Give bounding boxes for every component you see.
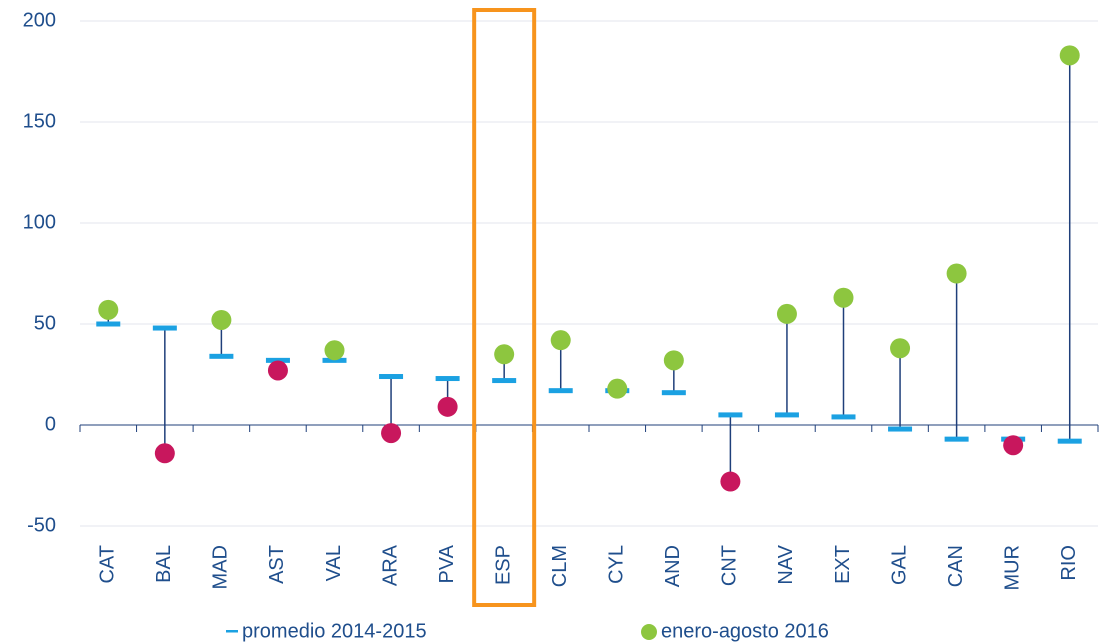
- legend-label: enero-agosto 2016: [661, 620, 829, 642]
- value-dot: [890, 338, 911, 359]
- average-marker: [152, 325, 177, 331]
- y-tick-label: 200: [23, 9, 56, 31]
- average-marker: [718, 412, 743, 418]
- x-tick-label: CYL: [606, 545, 628, 584]
- value-dot: [946, 263, 967, 284]
- x-tick-label: MAD: [210, 545, 232, 589]
- average-marker: [831, 414, 856, 420]
- value-dot: [720, 471, 741, 492]
- x-tick-label: PVA: [436, 544, 458, 583]
- x-tick-label: AND: [662, 545, 684, 587]
- y-tick-label: 150: [23, 110, 56, 132]
- value-dot: [607, 378, 628, 399]
- average-marker: [492, 378, 517, 384]
- x-tick-label: VAL: [323, 545, 345, 581]
- value-dot: [154, 443, 175, 464]
- value-dot: [267, 360, 288, 381]
- average-marker: [435, 376, 460, 382]
- average-marker: [774, 412, 799, 418]
- y-tick-label: 0: [45, 413, 56, 435]
- average-marker: [1057, 438, 1082, 444]
- value-dot: [494, 344, 515, 365]
- y-tick-label: 50: [34, 312, 56, 334]
- y-tick-label: 100: [23, 211, 56, 233]
- y-tick-label: -50: [27, 514, 56, 536]
- value-dot: [550, 330, 571, 351]
- x-tick-label: MUR: [1001, 545, 1023, 591]
- legend-marker: [226, 630, 238, 633]
- average-marker: [209, 353, 234, 359]
- value-dot: [324, 340, 345, 361]
- x-tick-label: ARA: [379, 544, 401, 586]
- average-marker: [265, 357, 290, 363]
- x-tick-label: CLM: [549, 545, 571, 587]
- value-dot: [663, 350, 684, 371]
- value-dot: [437, 396, 458, 417]
- average-marker: [548, 388, 573, 394]
- value-dot: [1059, 45, 1080, 66]
- value-dot: [776, 303, 797, 324]
- x-tick-label: EXT: [832, 545, 854, 584]
- value-dot: [211, 309, 232, 330]
- x-tick-label: GAL: [888, 545, 910, 585]
- average-marker: [379, 374, 404, 380]
- x-tick-label: ESP: [492, 545, 514, 585]
- average-marker: [96, 321, 121, 327]
- x-tick-label: RIO: [1058, 545, 1080, 581]
- highlight-box: [472, 8, 537, 607]
- x-tick-label: NAV: [775, 544, 797, 584]
- average-marker: [322, 357, 347, 363]
- average-marker: [888, 426, 913, 432]
- x-tick-label: BAL: [153, 545, 175, 583]
- value-dot: [98, 299, 119, 320]
- average-marker: [661, 390, 686, 396]
- x-tick-label: AST: [266, 545, 288, 584]
- legend-label: promedio 2014-2015: [242, 620, 427, 642]
- average-marker: [944, 436, 969, 442]
- legend-marker: [641, 624, 657, 640]
- x-tick-label: CAT: [97, 545, 119, 584]
- value-dot: [833, 287, 854, 308]
- value-dot: [1003, 435, 1024, 456]
- x-tick-label: CAN: [945, 545, 967, 587]
- value-dot: [381, 423, 402, 444]
- x-tick-label: CNT: [719, 545, 741, 586]
